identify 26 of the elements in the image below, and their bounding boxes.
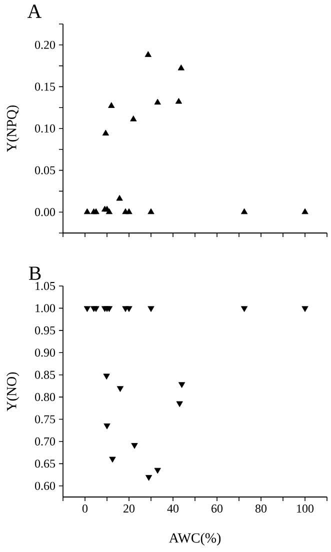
y-tick-label: 0.85 — [35, 370, 56, 379]
x-tick-label: 60 — [212, 504, 223, 513]
y-axis-title: Y(NPQ) — [6, 105, 20, 152]
y-tick-label: 0.00 — [35, 208, 56, 216]
y-tick-label: 0.60 — [35, 482, 56, 490]
x-axis-title: AWC(%) — [168, 532, 221, 546]
x-tick-label: 100 — [297, 504, 314, 513]
x-tick-label: 40 — [167, 504, 179, 513]
chart-title: B — [28, 266, 41, 280]
chart-title: A — [27, 4, 42, 18]
y-tick-label: 0.10 — [35, 124, 56, 133]
x-tick-label: 80 — [255, 504, 267, 513]
y-tick-label: 0.95 — [35, 326, 56, 334]
y-tick-label: 1.05 — [36, 282, 56, 290]
x-tick-label: 20 — [124, 504, 135, 513]
y-tick-label: 1.00 — [36, 304, 56, 312]
y-tick-label: 0.70 — [35, 437, 56, 446]
y-axis-title: Y(NO) — [6, 372, 20, 412]
y-tick-label: 0.75 — [35, 415, 56, 424]
y-tick-label: 0.05 — [35, 166, 56, 174]
y-tick-label: 0.15 — [35, 82, 56, 91]
y-tick-label: 0.65 — [35, 460, 56, 468]
y-tick-label: 0.90 — [35, 348, 56, 357]
y-tick-label: 0.20 — [35, 40, 56, 49]
x-tick-label: 0 — [82, 504, 88, 513]
y-tick-label: 0.80 — [35, 392, 56, 402]
